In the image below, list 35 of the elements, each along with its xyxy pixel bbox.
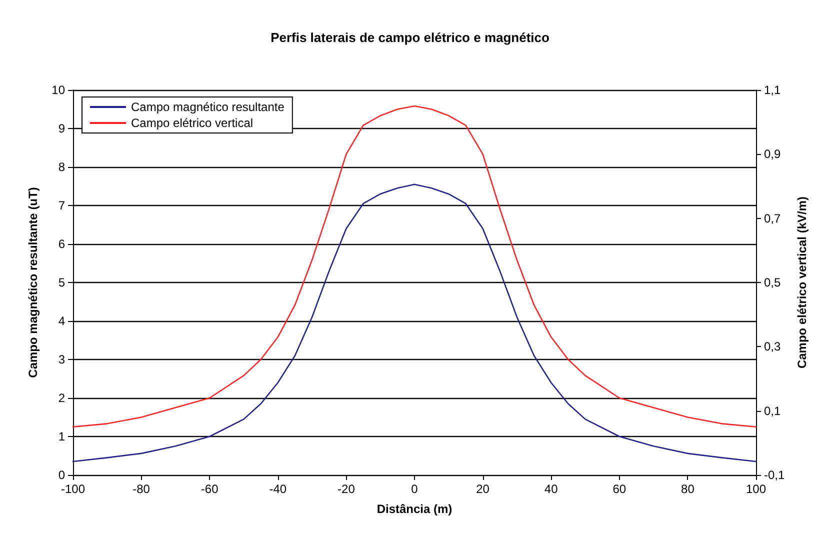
y2-tick-label: 0,1	[764, 404, 782, 418]
x-axis-title: Distância (m)	[376, 502, 452, 516]
y-tick-label: 5	[58, 276, 66, 290]
y-tick-label: 6	[58, 237, 66, 251]
x-tick-label: 80	[681, 482, 695, 496]
y-tick-label: 2	[58, 391, 66, 405]
x-tick-label: -20	[338, 482, 356, 496]
y-axis-title: Campo magnético resultante (uT)	[26, 187, 40, 378]
y-tick-label: 4	[58, 314, 66, 328]
x-tick-label: 60	[612, 482, 626, 496]
y2-tick-label: 0,9	[764, 147, 782, 162]
x-tick-label: -60	[200, 482, 219, 496]
x-tick-label: -40	[269, 482, 287, 496]
y-tick-label: 1	[58, 430, 66, 444]
legend-label: Campo magnético resultante	[131, 100, 285, 114]
y2-tick-label: 0,3	[764, 340, 782, 354]
x-tick-label: 0	[411, 482, 418, 496]
y-tick-label: 9	[58, 122, 66, 136]
y2-tick-label: -0,1	[764, 468, 786, 482]
y-tick-label: 3	[58, 352, 66, 366]
x-tick-label: 40	[544, 482, 558, 496]
y2-tick-label: 0,7	[764, 211, 782, 226]
y-tick-label: 8	[58, 160, 66, 174]
y2-tick-label: 1,1	[764, 83, 782, 97]
y2-tick-label: 0,5	[764, 276, 782, 290]
x-tick-label: -80	[132, 482, 150, 496]
y2-axis-title: Campo elétrico vertical (kV/m)	[795, 196, 809, 369]
x-tick-label: -100	[60, 482, 86, 496]
y-tick-label: 10	[52, 83, 66, 97]
x-tick-label: 100	[746, 482, 766, 496]
y-tick-label: 0	[58, 468, 66, 482]
y-tick-label: 7	[58, 198, 66, 212]
chart-title: Perfis laterais de campo elétrico e magnético	[270, 30, 550, 45]
legend-label: Campo elétrico vertical	[131, 116, 254, 130]
x-tick-label: 20	[476, 482, 490, 496]
